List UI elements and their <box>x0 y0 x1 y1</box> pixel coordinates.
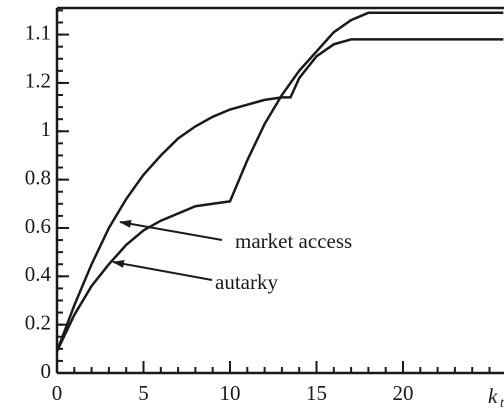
x-tick-label: 5 <box>138 381 149 405</box>
annotation-arrow <box>119 219 223 241</box>
data-line <box>55 11 504 352</box>
y-tick-label: 1.1 <box>25 20 51 44</box>
y-tick-label: 0.4 <box>25 262 52 286</box>
data-line <box>55 38 504 352</box>
x-axis-label: k <box>488 384 498 408</box>
y-tick-label: 1.2 <box>25 69 51 93</box>
annotation-label: autarky <box>215 270 278 294</box>
y-tick-label: 1 <box>41 117 52 141</box>
x-tick-label: 0 <box>52 381 63 405</box>
y-tick-label: 0.6 <box>25 214 51 238</box>
x-tick-label: 20 <box>393 381 414 405</box>
y-tick-label: 0.2 <box>25 310 51 334</box>
x-tick-label: 15 <box>306 381 327 405</box>
annotation-arrow <box>112 260 213 281</box>
x-tick-label: 10 <box>220 381 241 405</box>
y-tick-label: 0 <box>41 359 52 383</box>
x-axis-label-subscript: t <box>500 396 504 411</box>
y-tick-label: 0.8 <box>25 165 51 189</box>
annotation-label: market access <box>235 229 352 253</box>
